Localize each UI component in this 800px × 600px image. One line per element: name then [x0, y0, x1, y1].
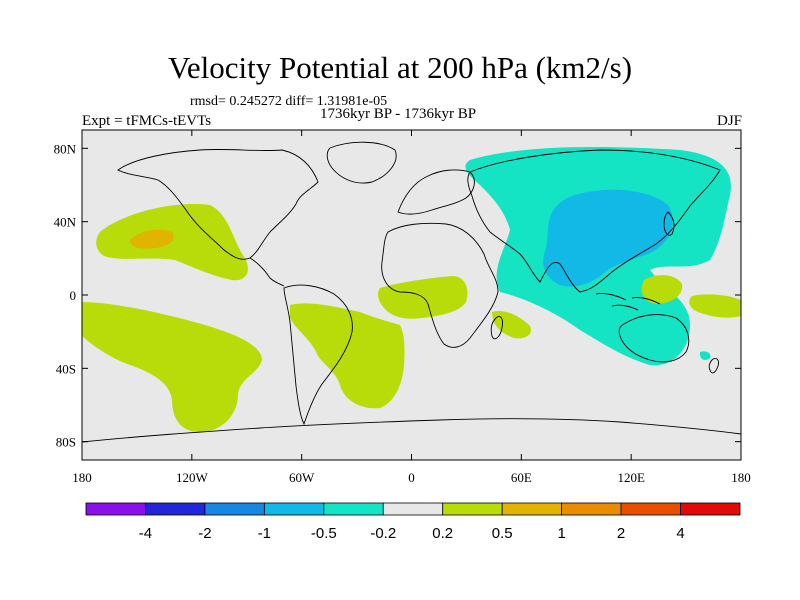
lon-tick-label: 180 — [731, 470, 751, 485]
period-label: 1736kyr BP - 1736kyr BP — [320, 106, 477, 122]
coast-south-america — [283, 284, 353, 426]
colorbar-swatch — [85, 502, 146, 516]
stats-line: rmsd= 0.245272 diff= 1.31981e-05 — [190, 94, 388, 109]
lat-tick-label: 0 — [70, 288, 77, 303]
map-title: Velocity Potential at 200 hPa (km2/s) — [167, 50, 633, 85]
colorbar-swatch — [680, 502, 741, 516]
negative-anomaly-core — [543, 189, 673, 287]
coast-asia — [467, 149, 721, 293]
colorbar-label: -2 — [198, 525, 211, 542]
colorbar-swatch — [620, 502, 681, 516]
lon-tick-label: 120W — [176, 470, 209, 485]
colorbar: -4 -2 -1 -0.5 -0.2 0.2 0.5 1 2 4 — [85, 502, 741, 542]
lon-tick-label: 60E — [511, 470, 532, 485]
season-label: DJF — [716, 113, 742, 129]
colorbar-label: -0.2 — [370, 525, 396, 542]
colorbar-swatch — [145, 502, 206, 516]
coast-greenland — [326, 141, 397, 184]
colorbar-label: 0.2 — [432, 525, 453, 542]
colorbar-label: 2 — [617, 525, 625, 542]
colorbar-swatch — [501, 502, 563, 516]
coast-australia — [618, 314, 690, 363]
positive-anomaly-ne-pacific — [96, 204, 248, 281]
colorbar-swatch — [442, 502, 503, 516]
negative-anomaly-small — [699, 351, 711, 360]
lat-tick-label: 40S — [56, 361, 76, 376]
positive-anomaly-s-atlantic — [290, 303, 405, 409]
colorbar-label: 0.5 — [492, 525, 513, 542]
positive-anomaly-c-pacific — [689, 294, 741, 318]
coast-north-america — [117, 148, 319, 260]
colorbar-label: -0.5 — [311, 525, 337, 542]
positive-anomaly-s-pacific — [82, 302, 262, 433]
anomaly-fields — [82, 141, 741, 443]
colorbar-swatch — [382, 502, 444, 516]
lat-tick-label: 80N — [54, 141, 77, 156]
positive-anomaly-w-pacific — [641, 275, 683, 304]
axis-ticks: 180 120W 60W 0 60E 120E 180 80N 40N 0 40S 80S — [54, 130, 751, 485]
coast-europe — [397, 169, 475, 215]
coast-new-zealand — [708, 357, 719, 374]
experiment-label: Expt = tFMCs-tEVTs — [82, 113, 212, 129]
coast-africa — [381, 222, 499, 348]
colorbar-label: -1 — [258, 525, 271, 542]
colorbar-swatch — [561, 502, 622, 516]
positive-anomaly-ne-pacific-core — [130, 229, 174, 249]
lon-tick-label: 60W — [289, 470, 315, 485]
colorbar-label: 1 — [557, 525, 565, 542]
coast-indonesia — [595, 293, 661, 311]
lat-tick-label: 40N — [54, 215, 77, 230]
colorbar-swatch — [204, 502, 265, 516]
coast-antarctica — [82, 418, 741, 443]
map-plot-area: 180 120W 60W 0 60E 120E 180 80N 40N 0 40S 80S — [54, 129, 751, 485]
lon-tick-label: 0 — [408, 470, 415, 485]
coast-japan — [663, 211, 675, 236]
colorbar-swatch — [263, 502, 325, 516]
lon-tick-label: 180 — [72, 470, 92, 485]
coastlines — [82, 141, 741, 443]
colorbar-label: -4 — [139, 525, 152, 542]
coast-madagascar — [490, 316, 503, 340]
lon-tick-label: 120E — [617, 470, 645, 485]
colorbar-swatch — [323, 502, 384, 516]
coast-central-america — [249, 257, 285, 287]
lat-tick-label: 80S — [56, 435, 76, 450]
colorbar-label: 4 — [676, 525, 684, 542]
